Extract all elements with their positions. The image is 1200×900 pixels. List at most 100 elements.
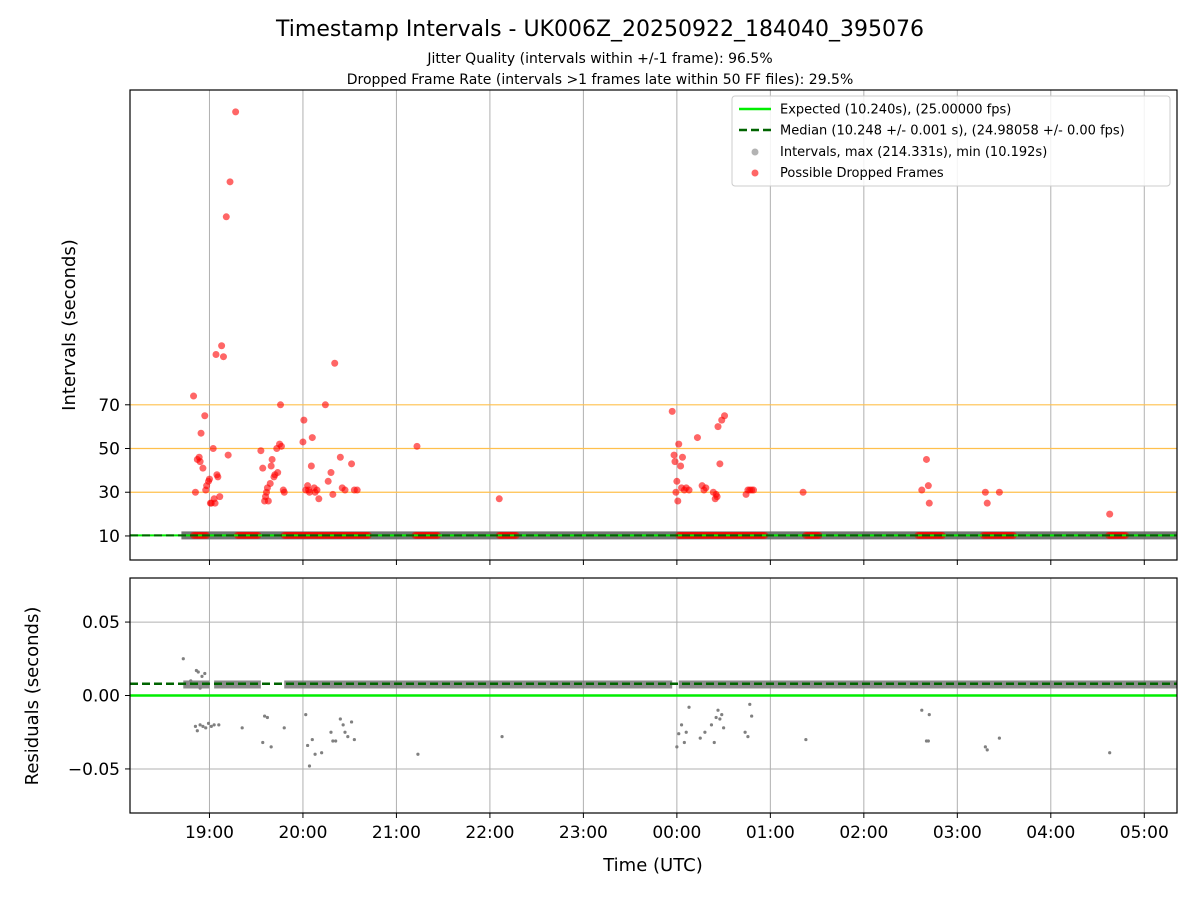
dropped-frame-point: [713, 493, 721, 501]
residual-point: [201, 724, 205, 728]
residual-point: [261, 740, 265, 745]
dropped-frame-point: [702, 484, 710, 492]
intervals-y-ticks: 10 30 50 70: [98, 396, 130, 547]
dropped-frame-point: [196, 458, 204, 466]
legend-dropped-swatch: [751, 169, 759, 177]
dropped-frame-point: [353, 486, 361, 494]
residuals-y-axis-label: Residuals (seconds): [22, 607, 43, 786]
dropped-frame-point: [214, 473, 222, 481]
dropped-frame-point: [693, 434, 701, 442]
residual-point: [709, 723, 714, 727]
legend-intervals-swatch: [751, 148, 759, 156]
intervals-panel: 10 30 50 70 Intervals (seconds) Expected (1…: [59, 89, 1178, 565]
residual-point: [746, 735, 750, 739]
dropped-frame-point: [205, 475, 213, 483]
dropped-frame-point: [321, 401, 329, 409]
intervals-y-tick-label: 70: [98, 396, 120, 416]
residual-point: [1108, 751, 1112, 755]
dropped-frame-point: [918, 486, 926, 494]
dropped-frame-point: [300, 416, 308, 424]
dropped-frame-point: [224, 451, 232, 459]
dropped-frame-point: [675, 440, 683, 448]
dropped-frame-point: [413, 442, 421, 450]
residual-point: [927, 712, 931, 717]
dropped-frame-point: [308, 434, 316, 442]
dropped-frame-point: [674, 497, 682, 505]
x-tick-label: 00:00: [652, 823, 701, 843]
residual-point: [269, 745, 273, 749]
residual-point: [716, 708, 720, 712]
residual-point: [212, 723, 216, 727]
legend: Expected (10.240s), (25.00000 fps) Media…: [731, 95, 1171, 187]
dropped-frame-point: [671, 458, 679, 466]
legend-intervals-label: Intervals, max (214.331s), min (10.192s): [780, 145, 1047, 160]
dropped-frame-point: [199, 464, 207, 472]
residuals-band: [214, 680, 261, 689]
legend-box: [731, 95, 1171, 187]
x-tick-label: 20:00: [278, 823, 327, 843]
dropped-frame-point: [299, 438, 307, 446]
x-tick-label: 01:00: [746, 823, 795, 843]
residual-point: [198, 686, 202, 690]
residual-point: [684, 730, 688, 734]
residual-point: [193, 724, 198, 728]
dropped-frame-point: [799, 488, 807, 496]
x-tick-label: 19:00: [185, 823, 234, 843]
intervals-y-tick-label: 30: [98, 483, 120, 503]
residual-point: [217, 723, 221, 727]
dropped-frame-point: [673, 477, 681, 485]
dropped-frame-point: [677, 462, 685, 470]
dropped-frame-point: [257, 447, 265, 455]
residual-point: [206, 721, 211, 726]
residual-point: [203, 671, 207, 676]
dropped-frame-point: [670, 451, 678, 459]
residual-point: [195, 729, 199, 733]
residual-point: [722, 726, 726, 730]
residual-point: [675, 745, 679, 749]
residual-point: [714, 715, 718, 720]
residual-point: [682, 740, 686, 745]
residual-point: [320, 751, 324, 755]
residual-point: [997, 736, 1001, 740]
dropped-frame-point: [307, 462, 315, 470]
dropped-frame-point: [324, 477, 332, 485]
residual-point: [349, 720, 354, 724]
dropped-frame-point: [315, 495, 323, 503]
dropped-frame-point: [268, 455, 276, 463]
dropped-frame-point: [259, 464, 267, 472]
threshold-lines: [130, 404, 1177, 493]
residuals-panel: 0.05 0.00 −0.05 19:00 20:00 21:00 22:00 23:00 0…: [22, 577, 1178, 843]
residual-point: [304, 712, 308, 717]
residual-point: [306, 743, 310, 748]
x-tick-label: 05:00: [1120, 823, 1169, 843]
dropped-frame-point: [305, 488, 313, 496]
dropped-frame-point: [211, 499, 219, 507]
dropped-frame-point: [983, 499, 991, 507]
residual-point: [718, 717, 722, 721]
dropped-frame-point: [280, 488, 288, 496]
x-tick-label: 04:00: [1026, 823, 1075, 843]
residual-point: [677, 732, 681, 736]
dropped-frame-point: [721, 412, 729, 420]
residual-point: [343, 730, 347, 734]
dropped-frame-point: [1106, 510, 1114, 518]
dropped-frame-point: [327, 469, 335, 477]
residuals-points: [181, 657, 1112, 768]
dropped-frame-point: [495, 495, 503, 503]
residual-point: [679, 723, 684, 727]
residual-point: [926, 739, 930, 743]
residual-point: [720, 712, 724, 717]
residuals-x-ticks: 19:00 20:00 21:00 22:00 23:00 00:00 01:00 02:00…: [185, 813, 1169, 843]
dropped-frame-point: [678, 453, 686, 461]
x-tick-label: 21:00: [372, 823, 421, 843]
residuals-grid: [130, 578, 1177, 813]
residual-point: [334, 739, 338, 743]
dropped-frame-point: [209, 445, 217, 453]
dropped-frame-point: [226, 178, 234, 186]
residuals-band: [183, 680, 1177, 689]
residual-point: [698, 736, 702, 740]
dropped-frame-point: [267, 462, 275, 470]
dropped-frame-point: [216, 493, 224, 501]
dropped-frame-point: [218, 342, 226, 350]
